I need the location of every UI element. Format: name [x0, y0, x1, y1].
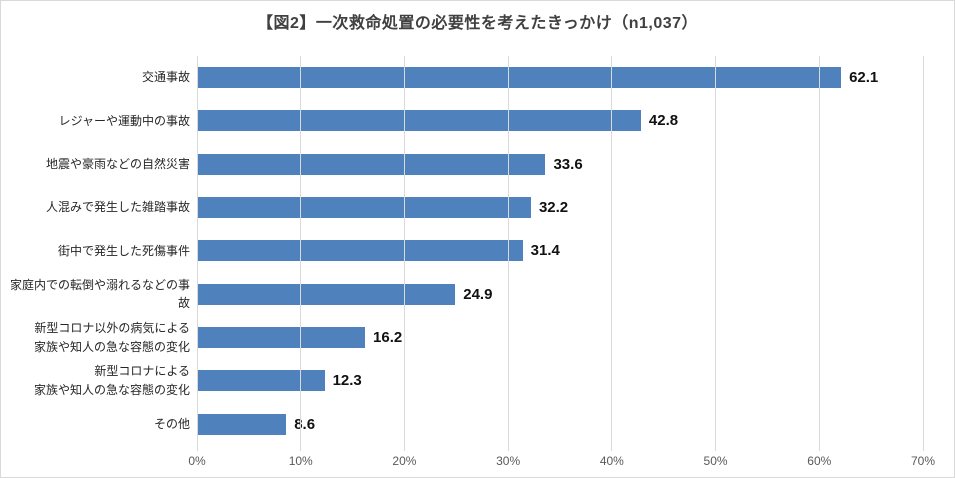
bar-value-label: 24.9 — [463, 285, 493, 303]
category-label: 新型コロナによる 家族や知人の急な容態の変化 — [33, 364, 190, 397]
bar-value-label: 16.2 — [373, 329, 403, 347]
category-axis: 交通事故レジャーや運動中の事故地震や豪雨などの自然災害 人混みで発生した雑踏事故街… — [9, 56, 197, 446]
gridline — [715, 56, 717, 451]
x-axis-tick-label: 60% — [807, 454, 832, 468]
bar-value-label: 8.6 — [294, 415, 316, 433]
x-axis-tick-label: 70% — [910, 454, 936, 468]
bar-row: 42.8 — [197, 99, 923, 142]
bar-value-label: 62.1 — [849, 69, 879, 87]
bar-value-label: 33.6 — [553, 155, 583, 173]
bar-value-label: 42.8 — [648, 112, 679, 130]
gridline — [818, 56, 820, 451]
bar-row: 12.3 — [197, 359, 923, 402]
bar — [197, 110, 641, 132]
bar-row: 8.6 — [197, 403, 923, 446]
plot-area: 62.1 42.8 33.6 32.2 31.4 24.9 16.2 12.3 8.6 — [196, 56, 924, 451]
category-label: 人混みで発生した雑踏事故 — [45, 200, 190, 215]
bar-value-label: 32.2 — [538, 199, 569, 217]
bar — [197, 67, 842, 89]
category-label: レジャーや運動中の事故 — [58, 113, 190, 128]
bar — [197, 327, 366, 349]
gridline — [922, 56, 924, 451]
chart-title: 【図2】一次救命処置の必要性を考えたきっかけ（n1,037） — [256, 15, 699, 32]
x-axis-tick-label: 50% — [703, 454, 728, 468]
gridline — [403, 56, 405, 451]
x-axis-tick-label: 10% — [288, 454, 313, 468]
bar-row: 24.9 — [197, 273, 923, 316]
bar-row: 16.2 — [197, 316, 923, 359]
bar — [197, 240, 523, 262]
bar — [197, 283, 456, 305]
x-axis: 0% 10% 20% 30% 40% 50% 60% 70% — [9, 446, 935, 476]
category-label: 新型コロナ以外の病気による 家族や知人の急な容態の変化 — [33, 321, 190, 354]
chart-area: 交通事故レジャーや運動中の事故地震や豪雨などの自然災害 人混みで発生した雑踏事故街… — [9, 56, 924, 451]
gridline — [611, 56, 613, 451]
category-label: その他 — [153, 416, 190, 431]
x-axis-tick-label: 40% — [599, 454, 624, 468]
bar-row: 62.1 — [197, 56, 923, 99]
gridline — [507, 56, 509, 451]
gridline — [196, 56, 198, 451]
bar-value-label: 12.3 — [332, 372, 362, 390]
bar — [197, 197, 531, 219]
x-axis-tick-label: 0% — [188, 454, 206, 468]
bar-row: 32.2 — [197, 186, 923, 229]
bar — [197, 370, 325, 392]
bar — [197, 153, 546, 175]
bar — [197, 413, 287, 435]
x-axis-labels: 0% 10% 20% 30% 40% 50% 60% 70% — [188, 454, 935, 470]
category-label: 街中で発生した死傷事件 — [57, 243, 190, 258]
category-label: 家庭内での転倒や溺れるなどの事故 — [9, 277, 190, 311]
bar-value-label: 31.4 — [530, 242, 560, 260]
category-label: 交通事故 — [141, 70, 190, 85]
bar-series: 62.1 42.8 33.6 32.2 31.4 24.9 16.2 12.3 8.6 — [197, 56, 923, 446]
category-label: 地震や豪雨などの自然災害 — [45, 157, 190, 172]
gridline — [300, 56, 302, 451]
x-axis-tick-label: 30% — [496, 454, 521, 468]
x-axis-tick-label: 20% — [392, 454, 417, 468]
bar-row: 33.6 — [197, 143, 923, 186]
bar-row: 31.4 — [197, 229, 923, 272]
